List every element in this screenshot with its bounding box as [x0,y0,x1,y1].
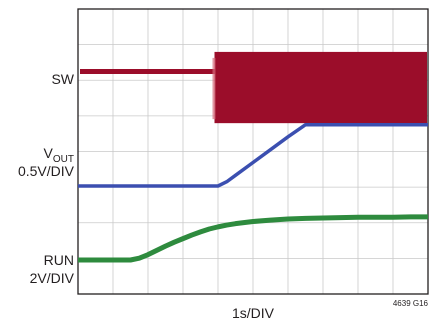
vout-label-subscript: OUT [53,154,74,165]
sw-channel-label: SW [51,71,74,87]
vout-channel-label: VOUT [44,145,74,165]
run-channel-label: RUN [44,252,74,268]
traces [78,51,428,263]
sw-switching-edge [212,57,216,120]
sw-switching-band [214,51,427,124]
plot-frame [77,8,429,295]
vout-scale-label: 0.5V/DIV [18,163,75,179]
run-trace [78,214,428,263]
x-axis-label: 1s/DIV [232,305,275,321]
vout-label-main: V [44,145,54,161]
figure-id: 4639 G16 [393,299,429,308]
vout-trace [78,122,428,188]
run-scale-label: 2V/DIV [30,270,75,286]
grid [78,9,428,294]
